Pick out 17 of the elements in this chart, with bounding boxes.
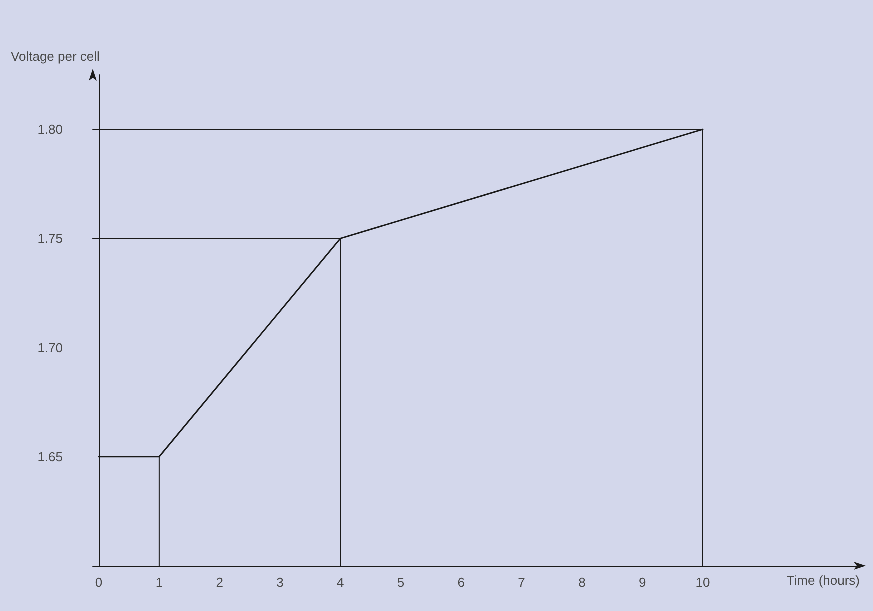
- x-tick-label: 4: [336, 575, 344, 590]
- x-tick-label: 8: [578, 575, 586, 590]
- x-tick-label: 10: [696, 575, 710, 590]
- y-tick-label: 1.65: [38, 449, 63, 464]
- x-tick-label: 0: [95, 575, 103, 590]
- x-tick-label: 7: [518, 575, 526, 590]
- y-tick-label: 1.80: [38, 122, 63, 138]
- x-tick-label: 2: [216, 575, 224, 590]
- x-tick-label: 9: [638, 575, 646, 590]
- x-axis-title: Time (hours): [786, 573, 860, 588]
- y-tick-label: 1.75: [38, 231, 63, 246]
- x-tick-label: 1: [156, 575, 164, 590]
- y-tick-label: 1.70: [38, 340, 63, 356]
- x-tick-label: 5: [397, 575, 405, 590]
- y-axis-title: Voltage per cell: [11, 49, 100, 64]
- x-tick-label: 3: [276, 575, 284, 590]
- x-tick-label: 6: [458, 575, 466, 590]
